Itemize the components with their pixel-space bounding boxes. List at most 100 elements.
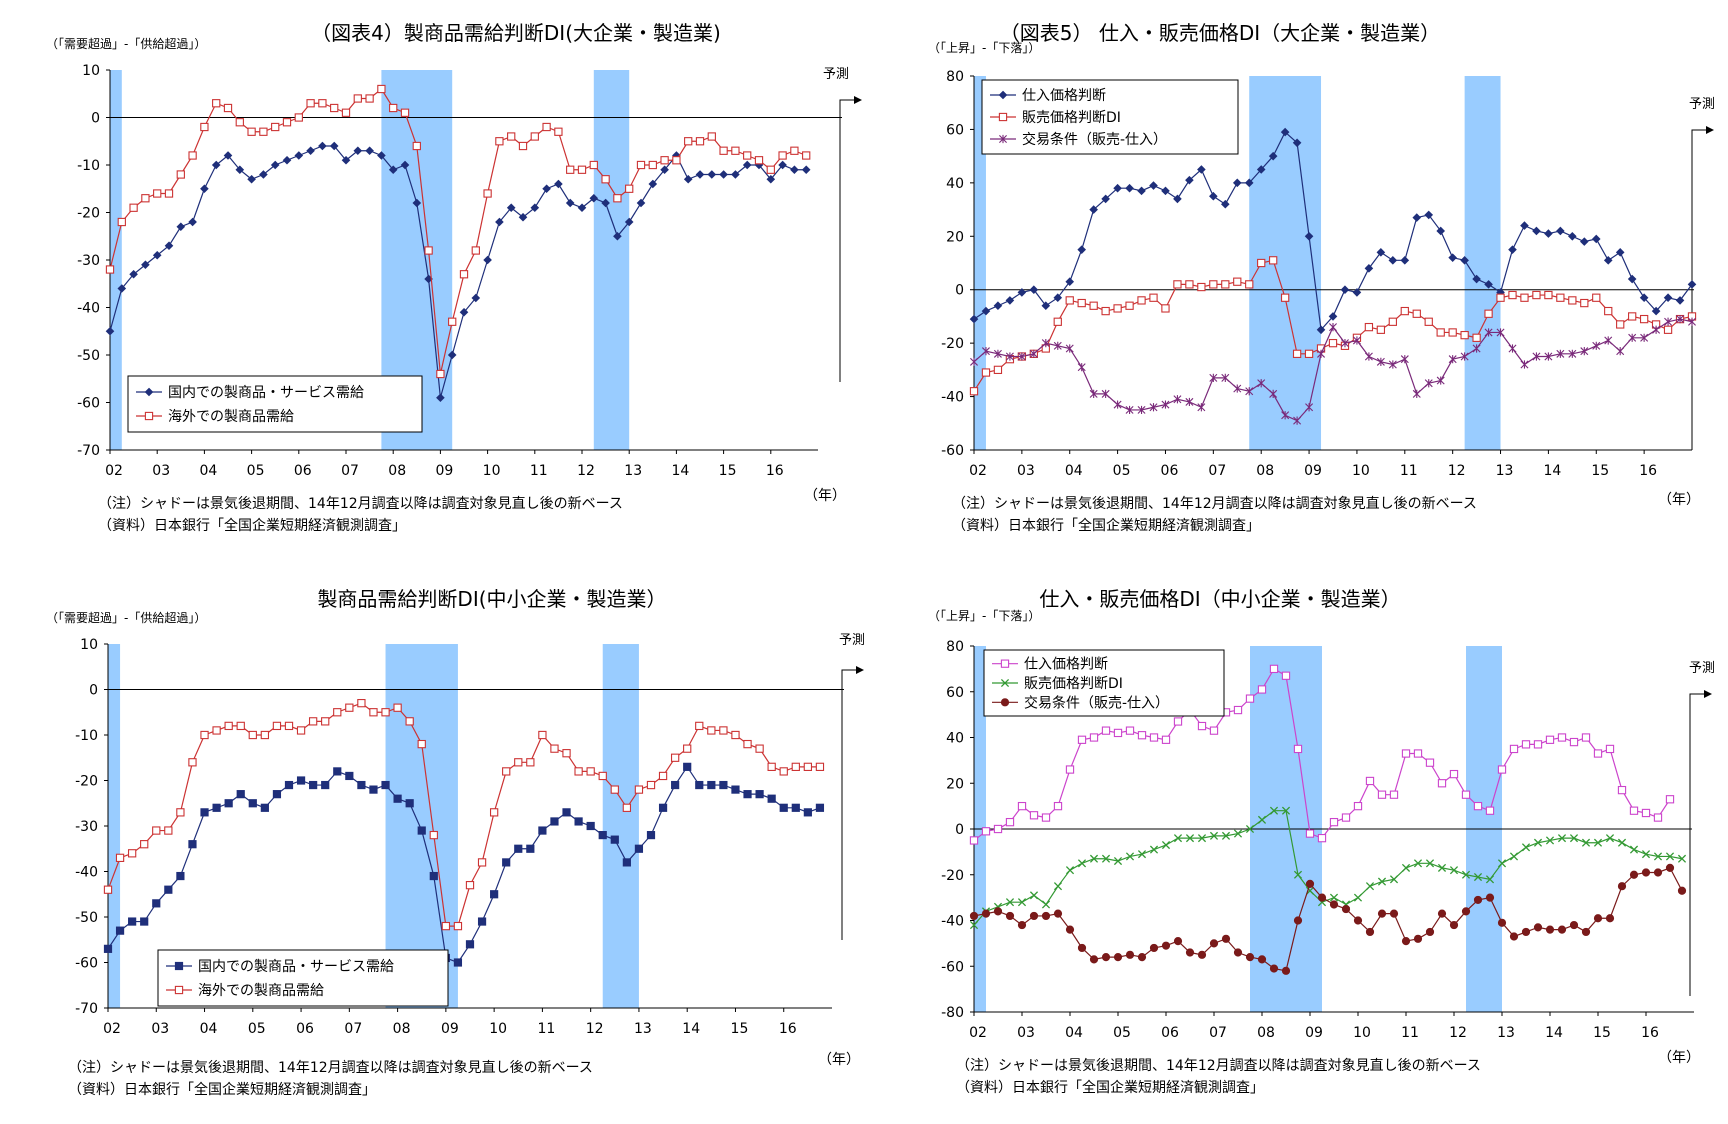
data-point [1388, 256, 1398, 265]
x-tick-label: 14 [1545, 1025, 1563, 1041]
data-point [1629, 870, 1639, 879]
data-point [1149, 181, 1158, 190]
data-point [981, 368, 991, 377]
data-point [1245, 280, 1254, 289]
data-point [542, 122, 551, 132]
data-point [1017, 801, 1027, 811]
data-point [1173, 280, 1182, 289]
data-point [731, 170, 740, 179]
data-point [1341, 904, 1351, 914]
x-tick-label: 13 [634, 1021, 652, 1037]
x-tick-label: 13 [624, 463, 642, 479]
data-point [969, 921, 979, 930]
data-point [719, 146, 728, 155]
data-point [381, 780, 390, 790]
data-point [1557, 733, 1567, 742]
data-point [1568, 296, 1577, 305]
forecast-arrow-head [856, 666, 864, 674]
data-point [1520, 221, 1529, 230]
data-point [381, 708, 390, 717]
data-point [613, 194, 622, 203]
x-tick-label: 11 [1400, 463, 1418, 479]
data-point [1413, 859, 1423, 868]
y-tick-label: 20 [946, 229, 964, 245]
data-point [117, 217, 126, 227]
data-point [1377, 790, 1387, 799]
data-point [1436, 226, 1446, 236]
data-point [1137, 731, 1147, 740]
data-point [1628, 333, 1637, 342]
data-point [1149, 293, 1158, 302]
data-point [1269, 256, 1278, 265]
data-point [1449, 866, 1459, 875]
data-point [1677, 886, 1687, 895]
data-point [152, 250, 162, 260]
y-tick-label: -60 [75, 956, 98, 972]
data-point [993, 907, 1003, 916]
data-point [1592, 293, 1601, 302]
data-point [412, 141, 421, 151]
data-point [1305, 403, 1314, 412]
data-point [144, 387, 154, 397]
data-point [1269, 964, 1279, 973]
x-tick-label: 14 [671, 463, 689, 479]
data-point [1664, 317, 1673, 326]
data-point [1568, 231, 1577, 241]
data-point [670, 753, 680, 762]
data-point [684, 137, 693, 146]
data-point [212, 99, 221, 108]
data-point [1557, 925, 1567, 934]
y-tick-label: 20 [946, 776, 964, 792]
data-point [1305, 886, 1315, 895]
data-point [212, 726, 221, 735]
forecast-arrow [1689, 693, 1706, 996]
data-point [141, 260, 150, 270]
data-point [453, 958, 463, 967]
data-point [1041, 900, 1051, 909]
data-point [1593, 749, 1603, 758]
data-point [1293, 916, 1303, 925]
data-point [128, 917, 137, 926]
series-line-0 [109, 145, 807, 398]
data-point [115, 853, 125, 862]
data-point [200, 730, 209, 740]
data-point [815, 762, 825, 771]
data-point [554, 127, 563, 136]
data-point [294, 113, 303, 122]
data-point [1053, 909, 1063, 918]
x-tick-label: 07 [344, 1021, 362, 1037]
data-point [318, 99, 327, 108]
data-point [1365, 882, 1375, 891]
x-tick-label: 02 [103, 1021, 121, 1037]
data-point [514, 844, 523, 853]
y-axis-label: （「需要超過」-「供給超過」） [46, 36, 206, 51]
data-point [562, 808, 571, 817]
data-point [1605, 834, 1615, 843]
y-tick-label: -20 [941, 336, 964, 352]
data-point [648, 179, 658, 189]
data-point [707, 132, 716, 141]
data-point [176, 170, 185, 179]
y-tick-label: 40 [946, 731, 964, 747]
x-tick-label: 16 [779, 1021, 797, 1037]
data-point [542, 184, 551, 194]
data-point [1593, 838, 1603, 847]
data-point [1388, 360, 1397, 369]
data-point [1077, 245, 1087, 254]
data-point [1509, 852, 1519, 861]
data-point [586, 767, 595, 776]
forecast-label: 予測 [839, 633, 864, 648]
data-point [993, 365, 1003, 375]
data-point [188, 840, 197, 849]
data-point [598, 771, 607, 781]
data-point [1197, 165, 1206, 174]
data-point [1209, 373, 1218, 382]
data-point [448, 317, 457, 326]
data-point [1041, 813, 1051, 822]
year-unit-label: （年） [804, 488, 846, 504]
data-point [790, 165, 799, 175]
data-point [341, 155, 351, 165]
data-point [1257, 815, 1267, 824]
data-point [1544, 229, 1553, 238]
data-point [1651, 306, 1661, 316]
